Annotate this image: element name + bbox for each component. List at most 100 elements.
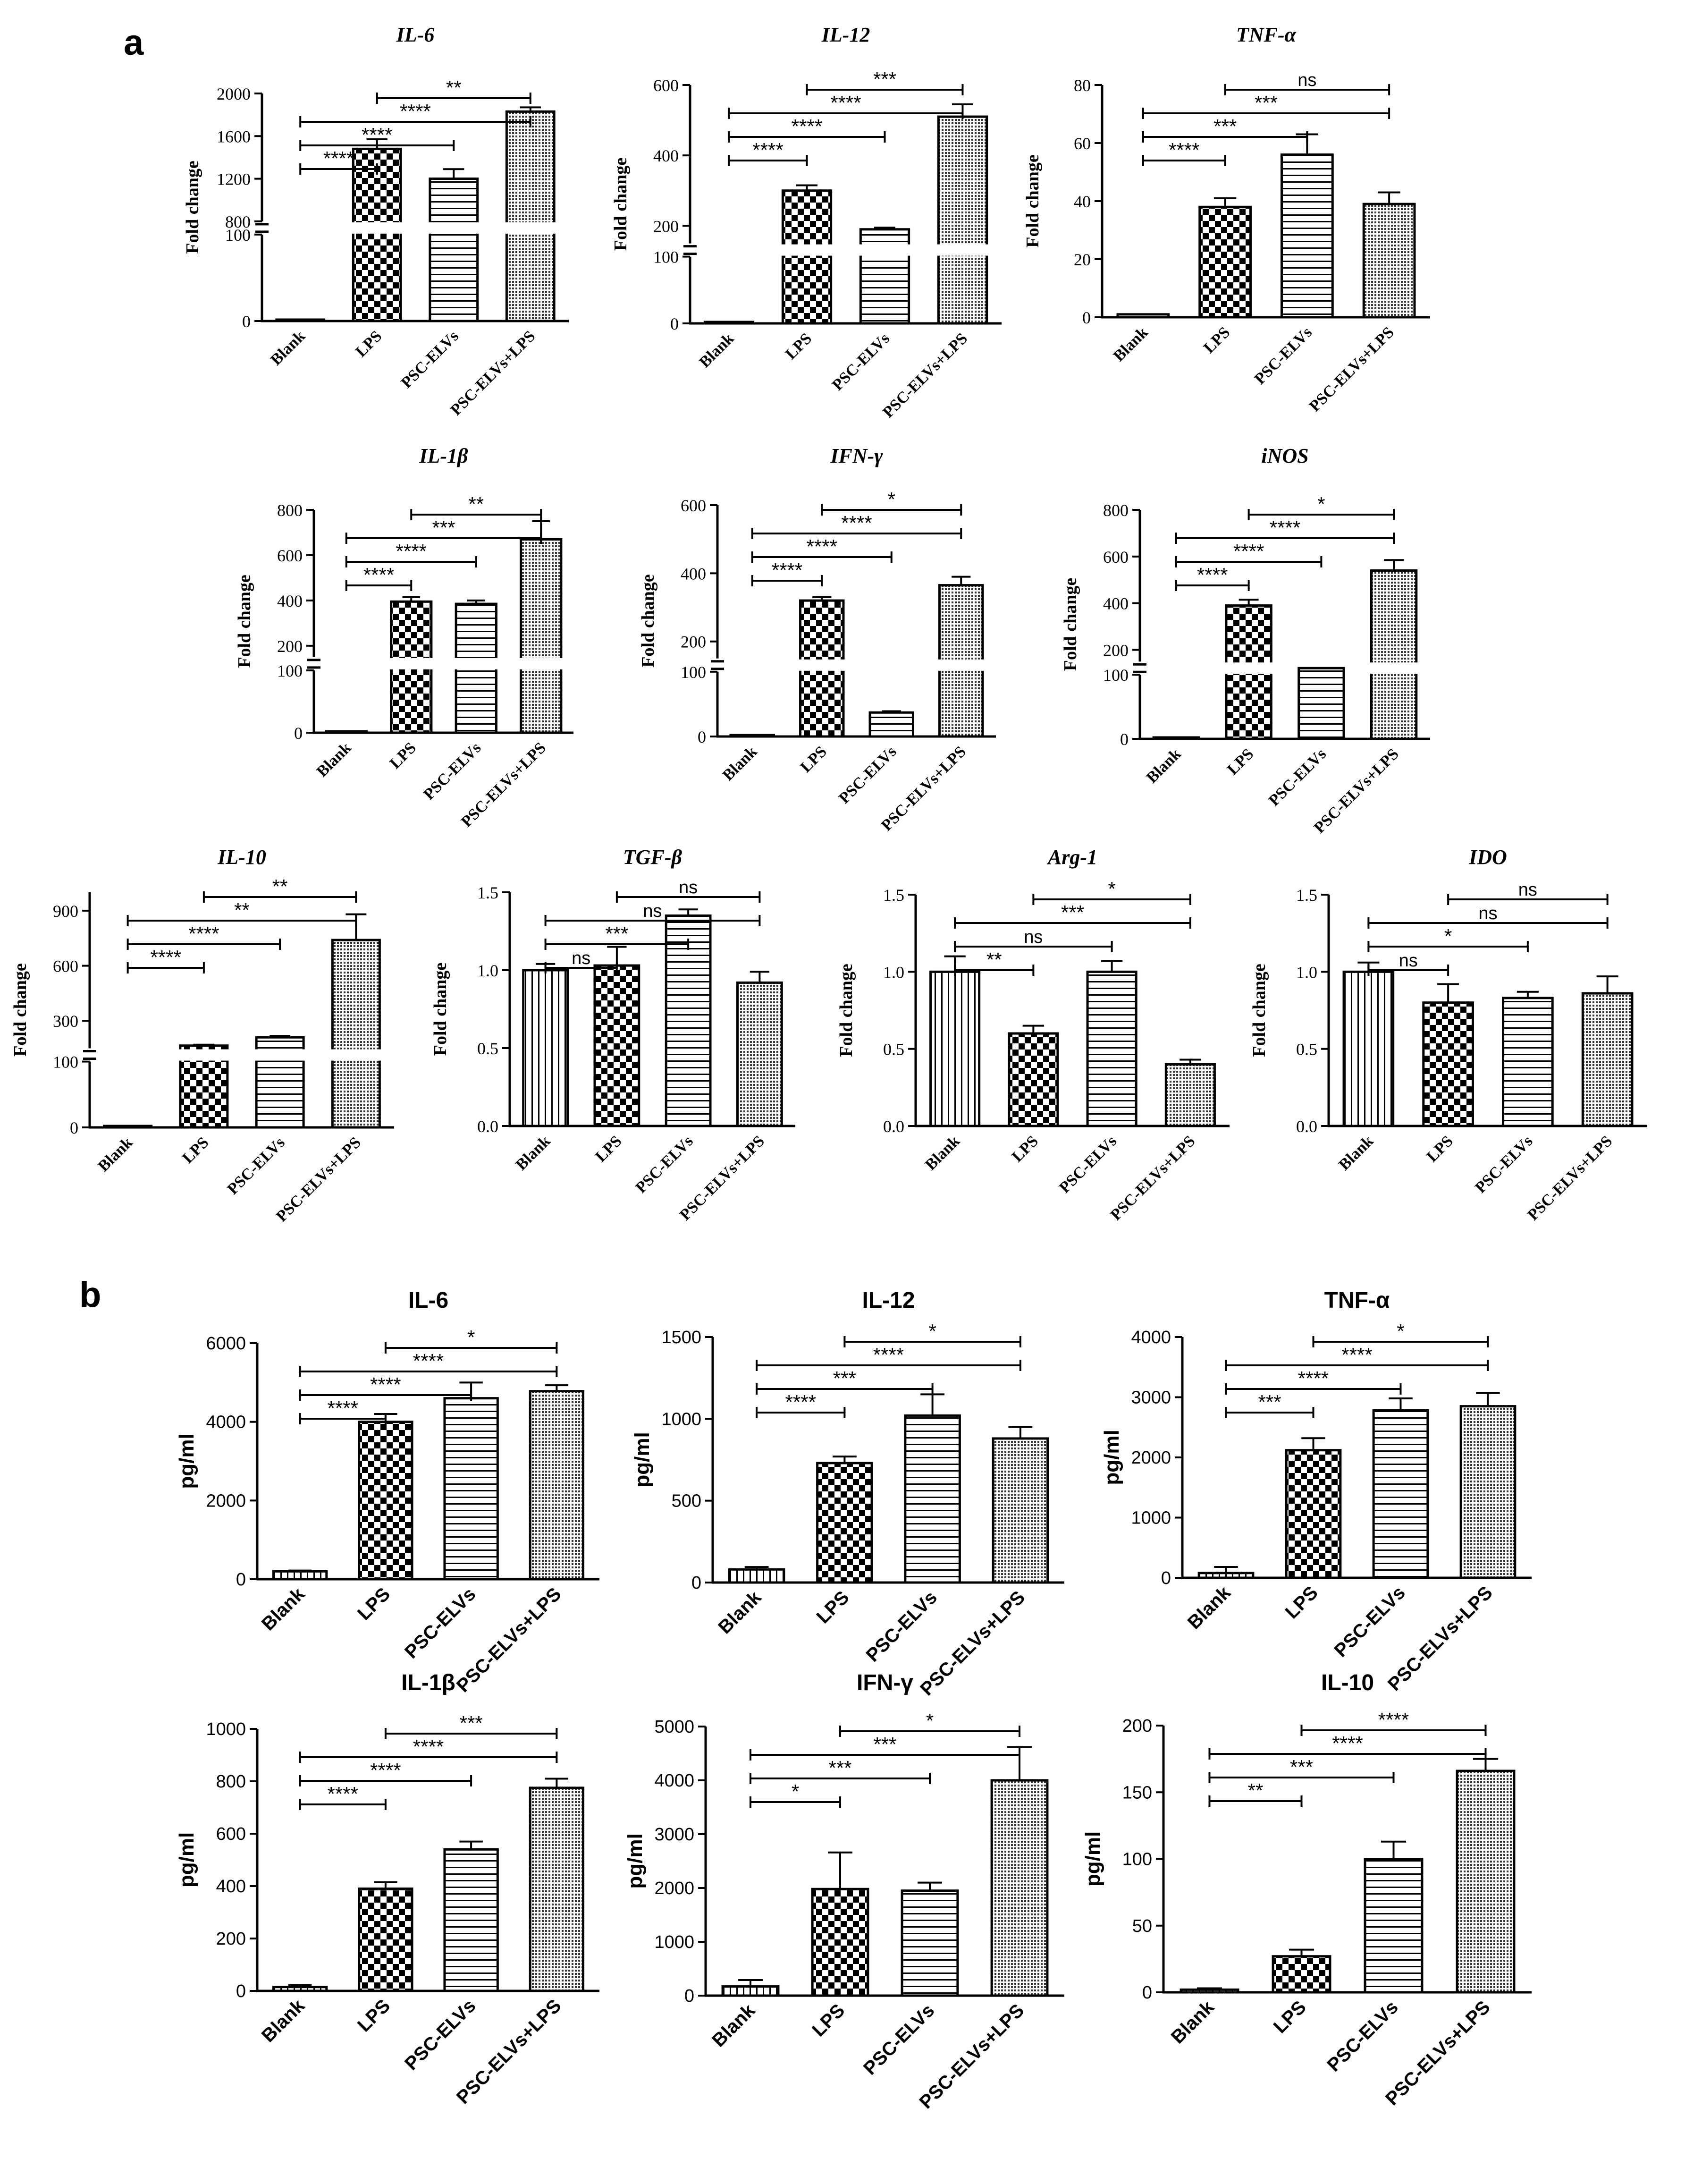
bar-LPS: [352, 147, 402, 322]
significance-label: **: [1248, 1779, 1264, 1802]
bar-LPS: [1422, 1001, 1474, 1127]
significance-label: *: [1397, 1320, 1404, 1342]
bar-PSC-ELVs+LPS: [1456, 1769, 1516, 1994]
bar-PSC-ELVs: [859, 228, 910, 325]
significance-label: ****: [1298, 1367, 1329, 1389]
chart-title: iNOS: [1261, 444, 1308, 467]
chart-b-tnfa: TNF-α pg/ml 0 1000 2000 3000 4000 Blank LPS PSC-E…: [1100, 1288, 1532, 1695]
significance-label: ****: [413, 1735, 444, 1758]
x-tick-label: PSC-ELVs: [632, 1132, 697, 1196]
y-axis-label: pg/ml: [624, 1833, 647, 1888]
chart-a-tgfb: TGF-β Fold change 0.0 0.5 1.0 1.5 Blank LPS PSC-…: [430, 846, 795, 1224]
y-axis-label: pg/ml: [1081, 1831, 1104, 1887]
bar-LPS: [816, 1462, 873, 1584]
significance-label: ***: [605, 923, 628, 945]
y-tick-label: 100: [1122, 1850, 1152, 1870]
bar-PSC-ELVs: [1086, 970, 1137, 1127]
x-tick-label: Blank: [1167, 1997, 1219, 2048]
x-tick-label: Blank: [1184, 1582, 1235, 1634]
bar-PSC-ELVs+LPS: [992, 1437, 1049, 1584]
bar-break-gap: [330, 1049, 382, 1061]
panel-b-label: b: [79, 1275, 101, 1315]
y-tick-label: 800: [277, 501, 303, 520]
y-axis-label: Fold change: [638, 574, 658, 667]
y-axis-label: Fold change: [10, 963, 30, 1056]
y-tick-label: 300: [53, 1012, 78, 1031]
y-tick-label: 0: [691, 1573, 701, 1593]
x-tick-label: Blank: [1335, 1132, 1377, 1174]
significance-label: *: [1317, 493, 1325, 515]
significance-label: ****: [1341, 1344, 1372, 1366]
chart-a-tnfa: TNF-α Fold change 0 20 40 60 80 Blank LPS PSC-ELV…: [1023, 23, 1430, 415]
significance-label: ****: [1378, 1709, 1409, 1731]
y-tick-label: 600: [277, 546, 303, 565]
y-tick-label: 1500: [661, 1328, 701, 1347]
significance-label: ***: [1255, 92, 1278, 114]
y-tick-label: 0: [698, 728, 706, 746]
significance-label: ****: [1197, 564, 1228, 586]
bar-PSC-ELVs: [443, 1848, 499, 1992]
y-tick-label: 100: [681, 663, 706, 682]
x-tick-label: PSC-ELVs+LPS: [1107, 1132, 1199, 1224]
y-tick-label: 1.0: [883, 963, 904, 982]
significance-label: ***: [432, 516, 455, 539]
y-tick-label: 2000: [1131, 1448, 1171, 1468]
y-tick-label: 3000: [1131, 1388, 1171, 1408]
x-tick-label: LPS: [352, 327, 385, 360]
chart-title: Arg-1: [1046, 846, 1097, 869]
x-tick-label: PSC-ELVs: [1265, 745, 1330, 809]
bar-break-gap: [454, 658, 498, 669]
x-tick-label: Blank: [719, 743, 761, 784]
significance-label: **: [986, 948, 1002, 971]
y-tick-label: 100: [277, 661, 303, 680]
y-tick-label: 0.0: [1296, 1117, 1317, 1136]
bar-break-gap: [781, 244, 833, 256]
bar-PSC-ELVs: [429, 178, 479, 322]
significance-label: ns: [572, 948, 590, 968]
x-tick-label: LPS: [808, 2000, 849, 2040]
x-tick-label: LPS: [179, 1134, 212, 1167]
y-tick-label: 2000: [217, 85, 251, 103]
significance-label: ****: [792, 115, 822, 137]
x-tick-label: LPS: [782, 330, 815, 363]
significance-label: *: [1444, 925, 1452, 947]
y-tick-label: 0.0: [477, 1117, 498, 1136]
y-tick-label: 60: [1074, 134, 1091, 153]
significance-label: ***: [873, 68, 896, 90]
significance-label: ****: [323, 147, 354, 169]
significance-label: ****: [370, 1373, 401, 1396]
y-tick-label: 400: [1103, 594, 1129, 613]
y-tick-label: 200: [216, 1929, 246, 1949]
bar-PSC-ELVs: [1372, 1409, 1429, 1579]
y-tick-label: 600: [1103, 548, 1129, 567]
bar-LPS: [358, 1421, 413, 1581]
x-tick-label: LPS: [1200, 323, 1233, 356]
y-tick-label: 400: [653, 146, 679, 165]
x-tick-label: PSC-ELVs+LPS: [447, 327, 539, 419]
significance-label: ***: [1061, 901, 1084, 923]
y-tick-label: 1.5: [477, 883, 498, 902]
significance-label: ****: [362, 124, 392, 146]
bar-PSC-ELVs: [1298, 667, 1345, 740]
x-tick-label: Blank: [267, 327, 309, 369]
y-tick-label: 100: [653, 248, 679, 267]
bar-PSC-ELVs+LPS: [937, 115, 988, 325]
chart-title: IFN-γ: [830, 444, 883, 467]
x-tick-label: PSC-ELVs: [835, 743, 900, 807]
bar-break-gap: [1369, 662, 1418, 674]
significance-label: ns: [1399, 951, 1418, 971]
x-tick-label: PSC-ELVs: [398, 327, 462, 391]
y-tick-label: 150: [1122, 1783, 1152, 1803]
y-tick-label: 0.0: [883, 1117, 904, 1136]
x-tick-label: LPS: [387, 739, 420, 772]
chart-title: IFN-γ: [857, 1670, 913, 1695]
y-tick-label: 1000: [1131, 1508, 1171, 1528]
y-tick-label: 0: [1120, 730, 1129, 749]
y-tick-label: 0: [236, 1981, 246, 2001]
y-axis-label: Fold change: [183, 161, 202, 254]
significance-label: ****: [785, 1391, 816, 1413]
significance-label: ***: [873, 1733, 896, 1755]
bar-LPS: [781, 189, 833, 325]
panel-a-label: a: [124, 23, 144, 63]
